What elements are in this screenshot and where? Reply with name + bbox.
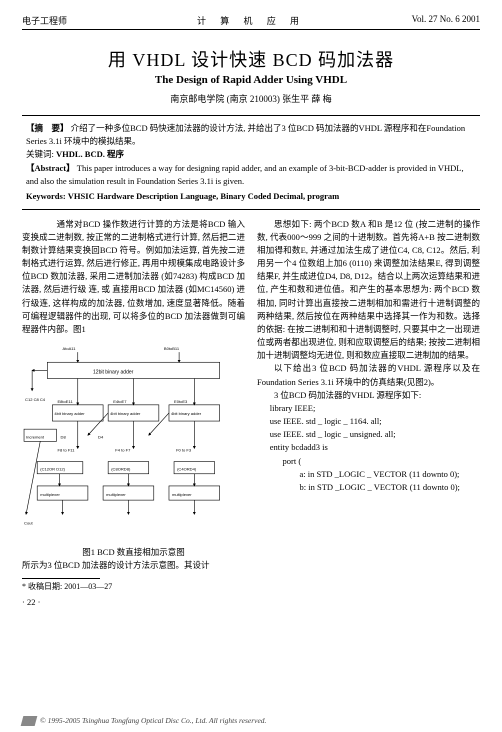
keywords-en-label: Keywords: bbox=[26, 191, 66, 201]
label-e8e11: E8toE11 bbox=[57, 399, 73, 404]
label-d4: D4 bbox=[98, 434, 104, 439]
footnote: * 收稿日期: 2001—03—27 bbox=[22, 581, 245, 593]
body-left-text: 通常对BCD 操作数进行计算的方法是将BCD 输入变换成二进制数, 按正常的二进… bbox=[22, 218, 245, 337]
box-mux3: multiplexer bbox=[172, 492, 192, 497]
box-adder4-2: 4bit binary adder bbox=[110, 411, 141, 416]
label-f0f3: F0 to F3 bbox=[176, 448, 192, 453]
figure-1-diagram: AtoA11 B0toB11 12bit binary adder C12 C8… bbox=[22, 342, 245, 544]
label-a: AtoA11 bbox=[63, 346, 77, 351]
header-left: 电子工程师 bbox=[22, 14, 67, 27]
title-chinese: 用 VHDL 设计快速 BCD 码加法器 bbox=[22, 46, 480, 72]
label-b: B0toB11 bbox=[164, 346, 180, 351]
header-center: 计 算 机 应 用 bbox=[197, 14, 305, 27]
abstract-cn-text: 介绍了一种多位BCD 码快速加法器的设计方法, 并给出了3 位BCD 码加法器的… bbox=[26, 123, 465, 146]
abstract-box: 【摘 要】 介绍了一种多位BCD 码快速加法器的设计方法, 并给出了3 位BCD… bbox=[22, 115, 480, 210]
code-l7: b: in STD _LOGIC _ VECTOR (11 downto 0); bbox=[257, 481, 480, 494]
label-c12d12: (C12OR D12) bbox=[40, 467, 65, 472]
body-right-p3: 3 位BCD 码加法器的VHDL 源程序如下: bbox=[257, 389, 480, 402]
abstract-cn-label: 【摘 要】 bbox=[26, 123, 69, 133]
page-number: · 22 · bbox=[22, 596, 245, 609]
copyright-line: © 1995-2005 Tsinghua Tongfang Optical Di… bbox=[22, 716, 266, 726]
body-right-p1: 思想如下: 两个BCD 数A 和B 是12 位 (按二进制的操作数, 代表000… bbox=[257, 218, 480, 363]
box-adder4-3: 4bit binary adder bbox=[171, 411, 202, 416]
body-columns: 通常对BCD 操作数进行计算的方法是将BCD 输入变换成二进制数, 按正常的二进… bbox=[22, 218, 480, 609]
label-c8d8: (C8ORD8) bbox=[111, 467, 131, 472]
right-column: 思想如下: 两个BCD 数A 和B 是12 位 (按二进制的操作数, 代表000… bbox=[257, 218, 480, 609]
code-l4: entity bcdadd3 is bbox=[257, 441, 480, 454]
label-cout: Cout bbox=[24, 520, 33, 525]
box-mux1: multiplexer bbox=[40, 492, 60, 497]
label-c12c8c4: C12 C8 C4 bbox=[25, 397, 46, 402]
abstract-en-text: This paper introduces a way for designin… bbox=[26, 163, 464, 186]
code-l5: port ( bbox=[257, 455, 480, 468]
label-e4e7: E4toE7 bbox=[113, 399, 127, 404]
label-f4f7: F4 to F7 bbox=[115, 448, 131, 453]
label-f8f11: F8 to F11 bbox=[57, 448, 75, 453]
label-c4d4: (C4ORD4) bbox=[177, 467, 197, 472]
left-column: 通常对BCD 操作数进行计算的方法是将BCD 输入变换成二进制数, 按正常的二进… bbox=[22, 218, 245, 609]
header-right: Vol. 27 No. 6 2001 bbox=[412, 14, 480, 27]
code-l1: library IEEE; bbox=[257, 402, 480, 415]
page-header: 电子工程师 计 算 机 应 用 Vol. 27 No. 6 2001 bbox=[22, 14, 480, 30]
label-e0e3: E0toE3 bbox=[174, 399, 188, 404]
code-l6: a: in STD _LOGIC _ VECTOR (11 downto 0); bbox=[257, 468, 480, 481]
figure-1-caption: 图1 BCD 数直接相加示意图 bbox=[22, 546, 245, 559]
keywords-en: VHSIC Hardware Description Language, Bin… bbox=[68, 191, 339, 201]
keywords-cn: VHDL. BCD. 程序 bbox=[56, 149, 124, 159]
label-d8: D8 bbox=[61, 434, 67, 439]
body-right-p2: 以下给出3 位BCD 码加法器的VHDL 源程序以及在Foundation Se… bbox=[257, 362, 480, 388]
box-adder4-1: 4bit binary adder bbox=[54, 411, 85, 416]
footnote-rule bbox=[22, 578, 100, 579]
box-increment: Increment bbox=[26, 434, 45, 439]
authors-line: 南京邮电学院 (南京 210003) 张生平 薛 梅 bbox=[22, 92, 480, 105]
code-l2: use IEEE. std _ logic _ 1164. all; bbox=[257, 415, 480, 428]
box-adder12: 12bit binary adder bbox=[93, 369, 134, 375]
figure-1-desc: 所示为3 位BCD 加法器的设计方法示意图。其设计 bbox=[22, 559, 245, 572]
code-l3: use IEEE. std _ logic _ unsigned. all; bbox=[257, 428, 480, 441]
box-mux2: multiplexer bbox=[106, 492, 126, 497]
keywords-cn-label: 关键词: bbox=[26, 149, 54, 159]
title-english: The Design of Rapid Adder Using VHDL bbox=[22, 74, 480, 86]
abstract-en-label: 【Abstract】 bbox=[26, 163, 75, 173]
